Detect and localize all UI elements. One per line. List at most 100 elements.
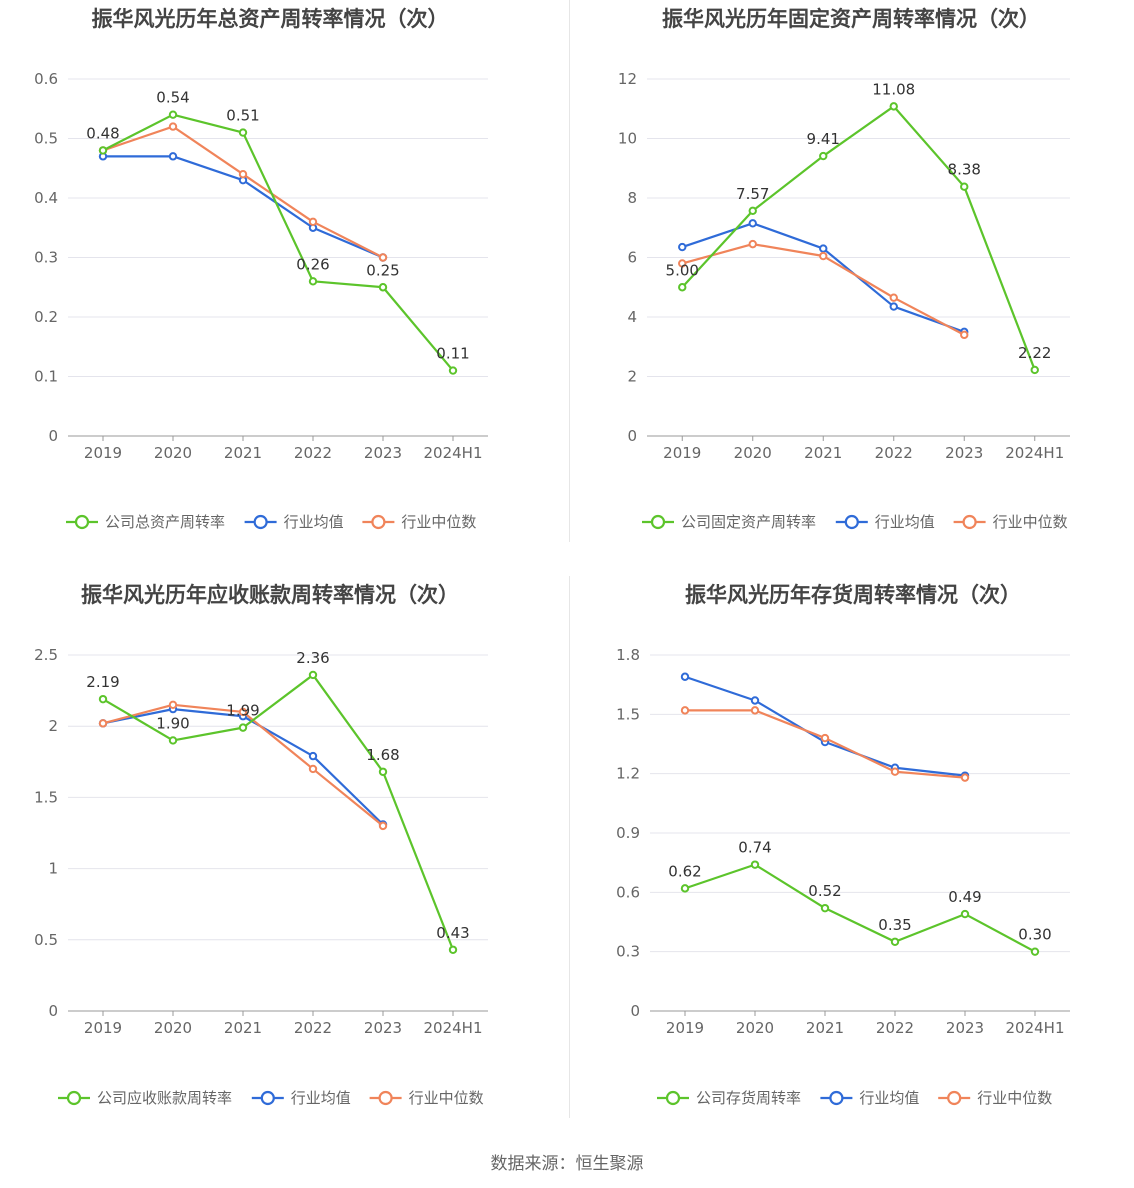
legend-marker	[371, 514, 386, 530]
legend-item-company[interactable]: 公司存货周转率	[657, 1089, 801, 1107]
x-tick-label: 2021	[224, 444, 262, 462]
data-point-company	[1030, 365, 1039, 375]
x-tick-label: 2022	[294, 1019, 332, 1037]
legend-item-avg[interactable]: 行业均值	[251, 1089, 351, 1107]
data-label: 0.35	[878, 916, 911, 934]
legend-label: 公司存货周转率	[696, 1089, 801, 1107]
y-tick-label: 0.6	[616, 883, 640, 901]
legend-marker	[844, 514, 859, 530]
y-tick-label: 1.5	[616, 705, 640, 723]
x-tick-label: 2024H1	[424, 1019, 483, 1037]
data-point-company	[820, 903, 830, 913]
y-tick-label: 0.9	[616, 824, 640, 842]
data-label: 9.41	[807, 130, 840, 148]
data-label: 0.49	[948, 888, 981, 906]
data-point-company	[1030, 947, 1040, 956]
data-label: 0.62	[668, 862, 701, 880]
inventory-turnover-chart: 振华风光历年存货周转率情况（次） 0 0.3 0.6 0.9 1.2 1.5 1.8 2019 2…	[567, 576, 1134, 1152]
data-point-median	[308, 764, 318, 774]
legend-label: 行业中位数	[993, 513, 1068, 531]
data-label: 0.48	[86, 124, 119, 142]
data-label: 1.68	[366, 746, 399, 764]
y-tick-label: 6	[627, 249, 637, 267]
legend-item-median[interactable]: 行业中位数	[953, 513, 1068, 531]
y-tick-label: 1.2	[616, 765, 640, 783]
legend-marker	[962, 514, 977, 530]
data-point-company	[168, 736, 178, 745]
data-point-median	[960, 773, 970, 782]
data-point-company	[378, 283, 388, 292]
y-tick-label: 0	[630, 1002, 640, 1020]
series-line-company	[684, 863, 1036, 953]
data-point-median	[308, 217, 318, 227]
receivables-turnover-svg: 振华风光历年应收账款周转率情况（次） 0 0.5 1 1.5 2 2.5 2019 2020 20…	[34, 583, 488, 1107]
legend-item-company[interactable]: 公司应收账款周转率	[58, 1089, 232, 1107]
legend-label: 行业中位数	[409, 1089, 484, 1107]
data-point-median	[820, 733, 830, 743]
data-label: 0.30	[1018, 926, 1051, 944]
data-point-company	[750, 860, 760, 869]
chart-title: 振华风光历年存货周转率情况（次）	[685, 583, 1021, 607]
legend-item-median[interactable]: 行业中位数	[938, 1089, 1052, 1107]
data-point-company	[238, 723, 248, 732]
legend-marker	[66, 1090, 82, 1106]
legend-item-median[interactable]: 行业中位数	[369, 1089, 484, 1107]
legend-marker	[74, 514, 90, 530]
data-point-median	[238, 707, 248, 717]
legend-item-avg[interactable]: 行业均值	[820, 1089, 919, 1107]
y-tick-label: 12	[618, 70, 637, 88]
data-label: 0.52	[808, 882, 841, 900]
y-tick-label: 1.5	[34, 788, 58, 806]
legend-marker	[829, 1090, 844, 1106]
data-point-median	[960, 330, 969, 340]
y-tick-label: 0	[627, 427, 637, 445]
data-label: 2.22	[1018, 344, 1051, 362]
x-tick-label: 2023	[945, 444, 983, 462]
data-point-company	[98, 694, 108, 704]
x-tick-label: 2024H1	[1006, 1019, 1065, 1037]
data-point-median	[168, 122, 178, 131]
x-tick-label: 2019	[666, 1019, 704, 1037]
data-label: 5.00	[666, 261, 699, 279]
legend-label: 行业均值	[284, 513, 344, 531]
y-tick-label: 0.4	[34, 189, 58, 207]
data-label: 0.51	[226, 107, 259, 125]
data-source-note: 数据来源：恒生聚源	[490, 1154, 644, 1174]
data-label: 1.90	[156, 714, 189, 732]
legend-marker	[947, 1090, 962, 1106]
series-line-avg	[681, 222, 965, 333]
x-tick-label: 2023	[364, 1019, 402, 1037]
data-label: 0.26	[296, 255, 329, 273]
legend-item-avg[interactable]: 行业均值	[835, 513, 935, 531]
data-point-company	[378, 767, 388, 776]
y-tick-label: 0.3	[616, 943, 640, 961]
total-asset-turnover-chart: 振华风光历年总资产周转率情况（次） 0 0.1 0.2 0.3 0.4 0.5 0.6 2019…	[0, 0, 567, 576]
y-tick-label: 2	[48, 717, 58, 735]
chart-title: 振华风光历年总资产周转率情况（次）	[92, 7, 449, 31]
x-tick-label: 2022	[875, 444, 913, 462]
series-line-company	[681, 105, 1036, 371]
data-point-avg	[819, 244, 828, 253]
data-point-company	[308, 277, 318, 286]
chart-title: 振华风光历年固定资产周转率情况（次）	[662, 7, 1040, 31]
inventory-turnover-svg: 振华风光历年存货周转率情况（次） 0 0.3 0.6 0.9 1.2 1.5 1.8 2019 2…	[616, 583, 1070, 1107]
legend-item-company[interactable]: 公司固定资产周转率	[642, 513, 816, 531]
x-tick-label: 2020	[154, 1019, 192, 1037]
x-tick-label: 2019	[663, 444, 701, 462]
legend-label: 行业中位数	[401, 513, 476, 531]
data-point-avg	[308, 751, 318, 761]
legend-label: 行业中位数	[977, 1089, 1052, 1107]
legend-item-median[interactable]: 行业中位数	[362, 513, 476, 531]
legend-label: 公司应收账款周转率	[97, 1089, 232, 1107]
x-tick-label: 2022	[294, 444, 332, 462]
legend-item-company[interactable]: 公司总资产周转率	[66, 513, 225, 531]
legend-item-avg[interactable]: 行业均值	[244, 513, 344, 531]
data-point-median	[378, 821, 388, 831]
legend-label: 行业均值	[291, 1089, 351, 1107]
series-line-company	[102, 113, 454, 372]
data-label: 0.25	[366, 261, 399, 279]
legend-label: 行业均值	[859, 1089, 919, 1107]
legend-marker	[260, 1090, 275, 1106]
top-divider	[569, 0, 570, 542]
y-tick-label: 0.2	[34, 308, 58, 326]
